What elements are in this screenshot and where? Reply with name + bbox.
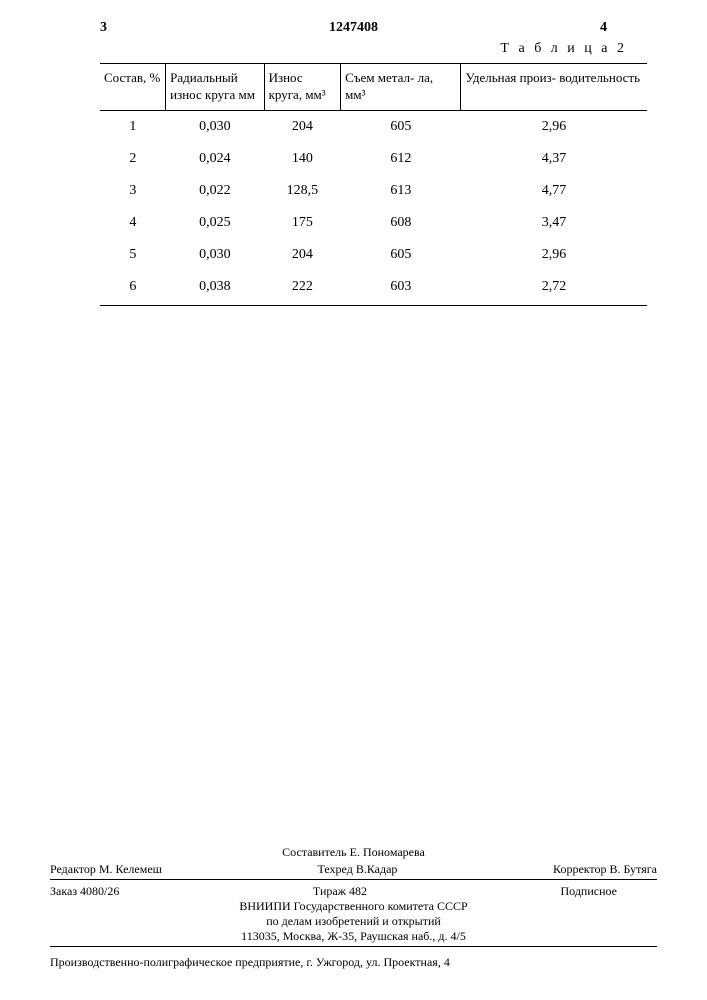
- table-caption: Т а б л и ц а 2: [100, 41, 647, 57]
- col-header: Состав, %: [100, 64, 166, 111]
- cell: 140: [264, 143, 341, 175]
- cell: 605: [341, 239, 461, 271]
- institute-line: ВНИИПИ Государственного комитета СССР: [50, 899, 657, 914]
- cell: 204: [264, 110, 341, 143]
- circulation: Тираж 482: [313, 884, 367, 899]
- page-right-number: 4: [600, 20, 607, 36]
- cell: 2: [100, 143, 166, 175]
- cell: 0,030: [166, 239, 264, 271]
- cell: 2,96: [461, 110, 647, 143]
- cell: 2,96: [461, 239, 647, 271]
- cell: 0,038: [166, 271, 264, 306]
- order-row: Заказ 4080/26 Тираж 482 Подписное: [50, 884, 657, 899]
- page-left-number: 3: [100, 20, 107, 36]
- corrector-credit: Корректор В. Бутяга: [553, 862, 657, 877]
- institute-block: ВНИИПИ Государственного комитета СССР по…: [50, 899, 657, 947]
- cell: 0,030: [166, 110, 264, 143]
- col-header: Удельная произ- водительность: [461, 64, 647, 111]
- cell: 605: [341, 110, 461, 143]
- cell: 612: [341, 143, 461, 175]
- cell: 175: [264, 207, 341, 239]
- cell: 4: [100, 207, 166, 239]
- cell: 0,025: [166, 207, 264, 239]
- compiler-line: Составитель Е. Пономарева: [50, 845, 657, 860]
- institute-line: 113035, Москва, Ж-35, Раушская наб., д. …: [50, 929, 657, 944]
- cell: 128,5: [264, 175, 341, 207]
- document-number: 1247408: [107, 20, 600, 36]
- cell: 204: [264, 239, 341, 271]
- table-row: 1 0,030 204 605 2,96: [100, 110, 647, 143]
- tech-credit: Техред В.Кадар: [318, 862, 398, 877]
- cell: 6: [100, 271, 166, 306]
- cell: 0,024: [166, 143, 264, 175]
- cell: 1: [100, 110, 166, 143]
- cell: 603: [341, 271, 461, 306]
- credits-row: Редактор М. Келемеш Техред В.Кадар Корре…: [50, 862, 657, 880]
- institute-line: по делам изобретений и открытий: [50, 914, 657, 929]
- table-row: 2 0,024 140 612 4,37: [100, 143, 647, 175]
- cell: 0,022: [166, 175, 264, 207]
- table-row: 3 0,022 128,5 613 4,77: [100, 175, 647, 207]
- data-table: Состав, % Радиальный износ круга мм Изно…: [100, 63, 647, 306]
- cell: 2,72: [461, 271, 647, 306]
- col-header: Износ круга, мм³: [264, 64, 341, 111]
- order-number: Заказ 4080/26: [50, 884, 119, 899]
- table-row: 5 0,030 204 605 2,96: [100, 239, 647, 271]
- editor-credit: Редактор М. Келемеш: [50, 862, 162, 877]
- cell: 613: [341, 175, 461, 207]
- table-row: 4 0,025 175 608 3,47: [100, 207, 647, 239]
- col-header: Радиальный износ круга мм: [166, 64, 264, 111]
- cell: 3,47: [461, 207, 647, 239]
- subscription: Подписное: [561, 884, 618, 899]
- table-row: 6 0,038 222 603 2,72: [100, 271, 647, 306]
- printer-line: Производственно-полиграфическое предприя…: [50, 955, 657, 970]
- cell: 222: [264, 271, 341, 306]
- cell: 3: [100, 175, 166, 207]
- cell: 5: [100, 239, 166, 271]
- cell: 4,77: [461, 175, 647, 207]
- col-header: Съем метал- ла, мм³: [341, 64, 461, 111]
- footer-block: Составитель Е. Пономарева Редактор М. Ке…: [50, 845, 657, 970]
- header-row: 3 1247408 4: [100, 20, 647, 36]
- cell: 4,37: [461, 143, 647, 175]
- cell: 608: [341, 207, 461, 239]
